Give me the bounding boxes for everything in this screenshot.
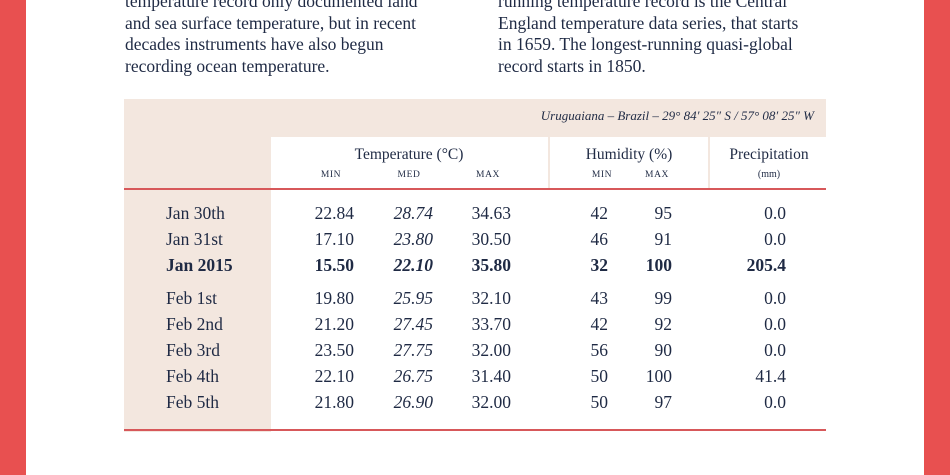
humidity-max-cell: 100: [645, 255, 672, 275]
temp-med-cell: 26.75: [393, 366, 433, 386]
right-paragraph: running temperature record is the Centra…: [498, 0, 826, 77]
temp-max-cell: 34.63: [471, 203, 511, 223]
weather-table: Uruguaiana – Brazil – 29° 84′ 25″ S / 57…: [124, 99, 826, 432]
paragraph-line: recording ocean temperature.: [125, 55, 330, 76]
temp-med-label: med: [397, 170, 421, 180]
location-caption: Uruguaiana – Brazil – 29° 84′ 25″ S / 57…: [540, 108, 814, 123]
temp-max-label: max: [476, 170, 500, 180]
table-location-band: [124, 99, 826, 137]
paragraph-line: in 1659. The longest-running quasi-globa…: [498, 34, 793, 54]
temp-min-cell: 21.80: [314, 392, 354, 412]
temp-min-label: min: [320, 170, 342, 180]
table-row: Feb 3rd 23.50 27.75 32.00 56 90 0.0: [124, 340, 826, 364]
temp-med-cell: 27.45: [393, 314, 433, 334]
temp-min-cell: 15.50: [314, 255, 354, 275]
precipitation-cell: 205.4: [746, 255, 786, 275]
precipitation-cell: 0.0: [764, 392, 786, 412]
precipitation-cell: 0.0: [764, 229, 786, 249]
paragraph-line: running temperature record is the Centra…: [498, 0, 788, 11]
humidity-min-cell: 56: [590, 340, 609, 360]
paragraph-line: and sea surface temperature, but in rece…: [125, 12, 417, 33]
temp-med-cell: 27.75: [393, 340, 433, 360]
humidity-min-cell: 50: [590, 366, 609, 386]
column-divider: [548, 137, 550, 188]
humidity-header: Humidity (%): [585, 146, 673, 163]
row-label: Feb 1st: [166, 288, 218, 308]
table-row: Jan 30th 22.84 28.74 34.63 42 95 0.0: [124, 203, 826, 227]
humidity-max-cell: 100: [645, 366, 672, 386]
humidity-min-cell: 42: [590, 203, 609, 223]
temp-max-cell: 31.40: [471, 366, 511, 386]
paragraph-line: decades instruments have also begun: [125, 34, 384, 54]
humidity-min-cell: 43: [590, 288, 609, 308]
temp-min-cell: 19.80: [314, 288, 354, 308]
temp-med-cell: 22.10: [393, 255, 433, 275]
row-label: Feb 4th: [166, 366, 219, 386]
column-divider: [708, 137, 710, 188]
humidity-min-label: min: [591, 170, 613, 180]
humidity-min-cell: 42: [590, 314, 609, 334]
row-label: Jan 31st: [166, 229, 223, 249]
temp-max-cell: 35.80: [471, 255, 511, 275]
temp-min-cell: 23.50: [314, 340, 354, 360]
precipitation-cell: 0.0: [764, 203, 786, 223]
table-label-column: [124, 137, 271, 432]
row-label: Feb 2nd: [166, 314, 223, 334]
temp-med-cell: 28.74: [393, 203, 433, 223]
humidity-max-cell: 90: [654, 340, 673, 360]
right-accent-bar: [924, 0, 950, 475]
temp-min-cell: 22.84: [314, 203, 354, 223]
row-label: Jan 2015: [166, 255, 233, 275]
left-accent-bar: [0, 0, 26, 475]
temp-med-cell: 25.95: [393, 288, 433, 308]
humidity-min-cell: 50: [590, 392, 609, 412]
humidity-max-cell: 91: [654, 229, 673, 249]
left-paragraph: temperature record only documented land …: [125, 0, 453, 77]
footer-rule: [124, 429, 826, 431]
precipitation-unit: (mm): [757, 169, 781, 180]
humidity-min-cell: 46: [590, 229, 609, 249]
humidity-max-label: max: [645, 170, 669, 180]
temp-max-cell: 33.70: [471, 314, 511, 334]
paragraph-line: temperature record only documented land: [125, 0, 418, 11]
temp-min-cell: 21.20: [314, 314, 354, 334]
temp-max-cell: 32.10: [471, 288, 511, 308]
temp-max-cell: 30.50: [471, 229, 511, 249]
precipitation-cell: 41.4: [755, 366, 786, 386]
precipitation-header: Precipitation: [729, 146, 809, 163]
monthly-summary-row: Jan 2015 15.50 22.10 35.80 32 100 205.4: [124, 255, 826, 279]
row-label: Feb 5th: [166, 392, 219, 412]
header-rule: [124, 188, 826, 190]
row-label: Feb 3rd: [166, 340, 220, 360]
paragraph-line: record starts in 1850.: [498, 55, 646, 76]
precipitation-cell: 0.0: [764, 340, 786, 360]
temp-min-cell: 17.10: [314, 229, 354, 249]
precipitation-cell: 0.0: [764, 314, 786, 334]
table-row: Feb 4th 22.10 26.75 31.40 50 100 41.4: [124, 366, 826, 390]
temp-med-cell: 23.80: [393, 229, 433, 249]
temp-min-cell: 22.10: [314, 366, 354, 386]
table-row: Feb 2nd 21.20 27.45 33.70 42 92 0.0: [124, 314, 826, 338]
table-row: Jan 31st 17.10 23.80 30.50 46 91 0.0: [124, 229, 826, 253]
humidity-min-cell: 32: [590, 255, 609, 275]
humidity-max-cell: 97: [654, 392, 673, 412]
precipitation-cell: 0.0: [764, 288, 786, 308]
paragraph-line: England temperature data series, that st…: [498, 12, 799, 33]
humidity-max-cell: 95: [654, 203, 673, 223]
row-label: Jan 30th: [166, 203, 225, 223]
table-row: Feb 1st 19.80 25.95 32.10 43 99 0.0: [124, 288, 826, 312]
temperature-header: Temperature (°C): [354, 146, 464, 163]
humidity-max-cell: 99: [654, 288, 673, 308]
table-row: Feb 5th 21.80 26.90 32.00 50 97 0.0: [124, 392, 826, 416]
temp-max-cell: 32.00: [471, 392, 511, 412]
humidity-max-cell: 92: [654, 314, 673, 334]
temp-med-cell: 26.90: [393, 392, 433, 412]
temp-max-cell: 32.00: [471, 340, 511, 360]
